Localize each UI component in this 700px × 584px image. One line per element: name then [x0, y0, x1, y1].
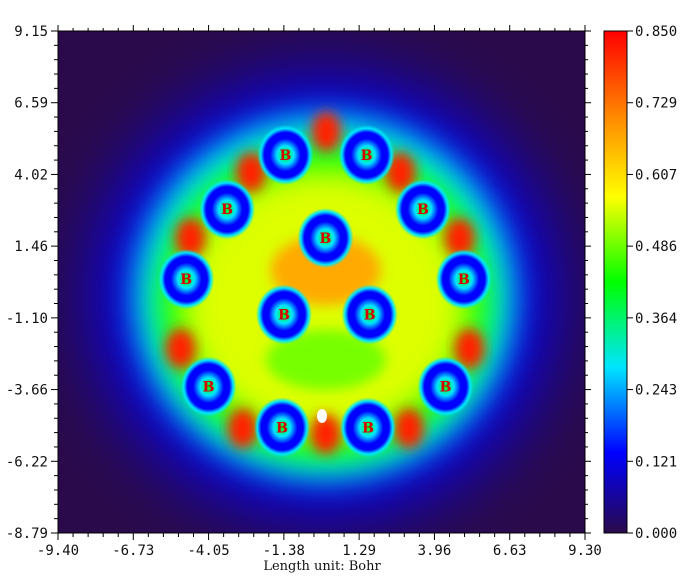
atom-label: B [440, 380, 452, 396]
colorbar-tick-label: 0.850 [635, 24, 677, 40]
colorbar-tick-label: 0.243 [635, 383, 677, 399]
y-tick-label: -1.10 [6, 311, 48, 327]
atom-density-ring [158, 249, 215, 310]
colorbar-tick-label: 0.729 [635, 96, 677, 112]
atom-label: B [203, 380, 215, 396]
density-lobe [454, 328, 485, 369]
y-tick-label: -8.79 [6, 526, 48, 542]
colorbar-gradient [603, 30, 628, 534]
atom-label: B [280, 148, 292, 164]
y-tick-label: -6.22 [6, 454, 48, 470]
y-tick-label: 1.46 [14, 239, 48, 255]
x-tick-label: -1.38 [263, 543, 305, 559]
atom-density-ring [341, 284, 398, 345]
atom-label: B [458, 272, 470, 288]
white-hotspot [317, 409, 327, 423]
atom-density-ring [257, 124, 314, 185]
x-tick-label: -4.05 [187, 543, 229, 559]
x-tick-label: -9.40 [37, 543, 79, 559]
colorbar-tick-label: 0.121 [635, 454, 677, 470]
colorbar-tick-label: 0.607 [635, 167, 677, 183]
y-tick-label: 9.15 [14, 24, 48, 40]
density-heatmap [58, 31, 585, 533]
colorbar-tick-label: 0.364 [635, 311, 677, 327]
x-tick-label: -6.73 [112, 543, 154, 559]
density-lobe [310, 413, 341, 454]
colorbar: 0.850 0.729 0.607 0.486 0.364 0.243 0.121 0.000 [603, 24, 677, 542]
colorbar-tick-label: 0.486 [635, 239, 677, 255]
atom-label: B [417, 202, 429, 218]
y-tick-label: -3.66 [6, 383, 48, 399]
atom-density-ring [180, 356, 237, 417]
density-lobe [227, 408, 258, 449]
atom-label: B [362, 421, 374, 437]
density-lobe [311, 111, 342, 152]
field-center-green [265, 329, 386, 390]
x-axis: -9.40 -6.73 -4.05 -1.38 1.29 3.96 6.63 9.30 [37, 25, 602, 559]
x-tick-label: 9.30 [568, 543, 602, 559]
atom-label: B [180, 272, 192, 288]
plot-frame [57, 30, 586, 534]
atom-label: B [320, 231, 332, 247]
atom-label: B [361, 148, 373, 164]
density-lobe [393, 408, 424, 449]
atom-density-ring [297, 208, 354, 269]
colorbar-tick-label: 0.000 [635, 526, 677, 542]
x-tick-label: 3.96 [418, 543, 452, 559]
x-tick-label: 1.29 [342, 543, 376, 559]
x-tick-label: 6.63 [493, 543, 527, 559]
atom-label: B [364, 307, 376, 323]
density-lobe [444, 218, 475, 259]
y-axis: 9.15 6.59 4.02 1.46 -1.10 -3.66 -6.22 -8.79 [6, 24, 591, 542]
x-axis-title: Length unit: Bohr [263, 559, 381, 574]
density-lobe [165, 328, 196, 369]
atom-density-ring [394, 179, 451, 240]
y-tick-label: 6.59 [14, 96, 48, 112]
atom-density-ring [338, 124, 395, 185]
density-lobe [175, 218, 206, 259]
atom-label: B [276, 421, 288, 437]
field-center-orange [270, 235, 381, 306]
atom-density-ring [417, 356, 474, 417]
atom-density-ring [199, 179, 256, 240]
atom-density-ring [254, 397, 311, 458]
atom-density-ring [340, 397, 396, 458]
atom-density-ring [256, 284, 313, 345]
atom-label: B [221, 202, 233, 218]
atom-label: B [278, 307, 290, 323]
atom-density-ring [435, 249, 492, 310]
y-tick-label: 4.02 [14, 167, 48, 183]
